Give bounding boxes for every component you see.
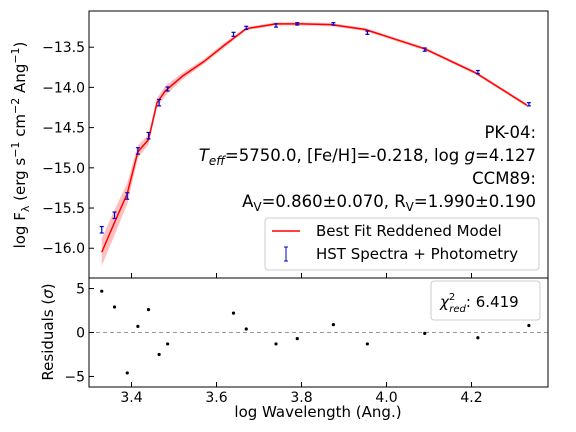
residual-points-layer [100, 289, 531, 375]
residual-point-0 [100, 289, 104, 293]
data-point-3 [135, 147, 140, 155]
data-point-14 [475, 69, 480, 75]
residual-point-12 [365, 342, 369, 346]
data-point-5 [157, 98, 162, 107]
legend-data-swatch [284, 246, 288, 262]
star-name-annotation: PK-04: [484, 123, 536, 142]
residual-point-15 [527, 323, 531, 328]
sed-panel: −16.0 −15.5 −15.0 −14.5 −14.0 −13.5 log Fλ (e… [9, 10, 549, 279]
residual-point-10 [295, 337, 299, 341]
xtick-label: 3.6 [205, 390, 227, 406]
sed-ytick-label: −13.5 [42, 40, 85, 56]
xtick-label: 3.8 [290, 390, 312, 406]
data-point-10 [295, 22, 300, 26]
x-axis-label: log Wavelength (Ang.) [234, 403, 401, 421]
legend: Best Fit Reddened Model HST Spectra + Ph… [264, 217, 540, 271]
xtick-label: 4.2 [460, 390, 482, 406]
xtick-label: 4.0 [375, 390, 397, 406]
chi2-box: χ2 red: 6.419 [430, 280, 541, 321]
residuals-panel: −5 0 5 3.4 3.6 3.8 4.0 4.2 Residuals (σ) log W… [39, 273, 549, 421]
residual-point-4 [146, 308, 151, 312]
data-point-13 [422, 47, 427, 52]
extinction-law-annotation: CCM89: [472, 169, 536, 188]
residual-point-3 [136, 324, 140, 328]
legend-data-label: HST Spectra + Photometry [316, 245, 518, 263]
data-point-2 [125, 192, 130, 200]
residuals-y-ticks: −5 0 5 [64, 282, 94, 385]
residual-point-6 [166, 342, 170, 346]
sed-ytick-label: −16.0 [42, 241, 85, 257]
data-point-15 [526, 102, 531, 107]
residual-point-5 [157, 352, 161, 357]
data-point-0 [99, 225, 104, 234]
legend-model-label: Best Fit Reddened Model [316, 222, 502, 240]
residual-point-7 [231, 311, 236, 315]
residual-ytick-label: 5 [76, 282, 85, 298]
data-point-1 [112, 211, 117, 220]
stellar-params-annotation: Teff=5750.0, [Fe/H]=-0.218, log g=4.127 [199, 146, 536, 168]
sed-ytick-label: −14.5 [42, 121, 85, 137]
residual-ytick-label: 0 [76, 326, 85, 342]
residual-point-9 [274, 342, 278, 346]
residual-point-13 [423, 331, 427, 335]
sed-ytick-label: −14.0 [42, 80, 85, 96]
residuals-y-axis-label: Residuals (σ) [39, 283, 57, 380]
residuals-x-ticks: 3.4 3.6 3.8 4.0 4.2 [120, 273, 483, 406]
model-line [101, 23, 528, 253]
residual-point-11 [331, 322, 335, 327]
sed-ytick-label: −15.5 [42, 201, 85, 217]
data-point-6 [165, 86, 170, 92]
residual-point-2 [125, 371, 129, 375]
model-line-layer [101, 23, 528, 253]
data-point-12 [365, 30, 370, 35]
residual-point-8 [244, 327, 248, 331]
chi2-value: χ2 red: 6.419 [439, 292, 519, 315]
data-point-7 [231, 31, 236, 37]
sed-ytick-label: −15.0 [42, 161, 85, 177]
residual-point-1 [112, 305, 117, 309]
data-point-11 [331, 22, 336, 26]
extinction-params-annotation: AV=0.860±0.070, RV=1.990±0.190 [242, 192, 536, 214]
data-point-9 [274, 23, 278, 28]
chi2-frame [430, 280, 541, 321]
data-point-4 [146, 131, 151, 140]
xtick-label: 3.4 [120, 390, 142, 406]
data-point-8 [244, 25, 249, 31]
legend-box [264, 217, 540, 271]
data-errorbars-layer [99, 22, 531, 234]
residual-ytick-label: −5 [64, 369, 85, 385]
residual-point-14 [476, 336, 480, 340]
sed-y-ticks: −16.0 −15.5 −15.0 −14.5 −14.0 −13.5 [42, 40, 94, 257]
sed-y-axis-label: log Fλ (erg s−1 cm−2 Ang−1) [9, 42, 32, 249]
